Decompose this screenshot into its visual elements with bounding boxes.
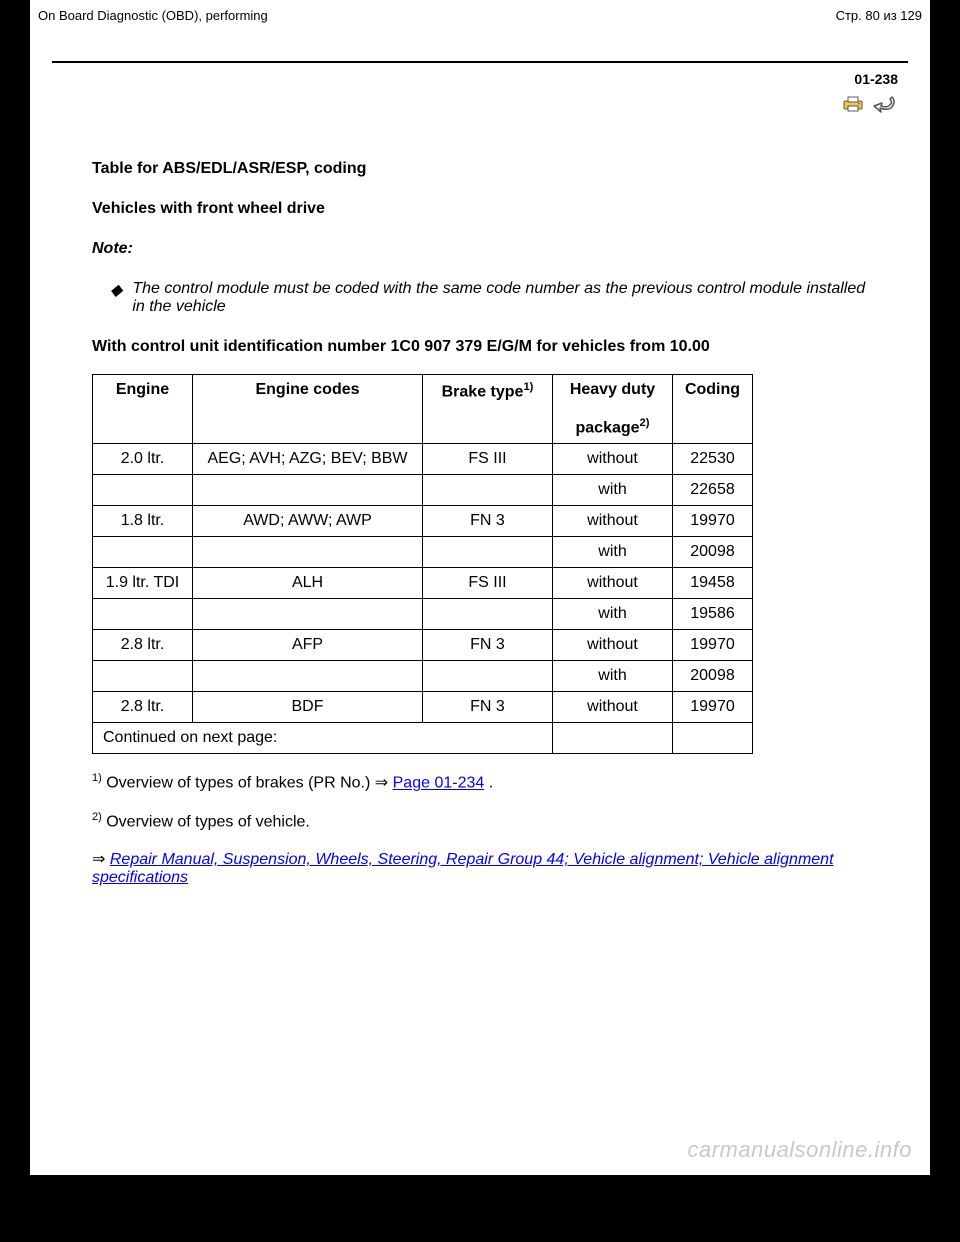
col-brake-type: Brake type1)	[423, 375, 553, 444]
repair-manual-reference: ⇒ Repair Manual, Suspension, Wheels, Ste…	[92, 849, 868, 887]
table-row: with20098	[93, 537, 753, 568]
watermark: carmanualsonline.info	[687, 1137, 912, 1163]
diamond-bullet-icon: ◆	[110, 280, 132, 316]
col-engine: Engine	[93, 375, 193, 444]
page-header: On Board Diagnostic (OBD), performing Ст…	[32, 8, 928, 23]
table-continued-row: Continued on next page:	[93, 723, 753, 754]
note-list: ◆ The control module must be coded with …	[110, 280, 868, 316]
table-row: with22658	[93, 475, 753, 506]
toolbar-icons	[32, 93, 898, 120]
note-label: Note:	[92, 240, 868, 258]
control-unit-heading: With control unit identification number …	[92, 338, 868, 356]
col-coding: Coding	[673, 375, 753, 444]
table-title: Table for ABS/EDL/ASR/ESP, coding	[92, 160, 868, 178]
document-content: Table for ABS/EDL/ASR/ESP, coding Vehicl…	[32, 120, 928, 887]
header-divider	[52, 61, 908, 63]
vehicle-subtitle: Vehicles with front wheel drive	[92, 200, 868, 218]
table-body: 2.0 ltr.AEG; AVH; AZG; BEV; BBWFS IIIwit…	[93, 444, 753, 754]
note-text: The control module must be coded with th…	[132, 280, 868, 316]
footnote-1: 1) Overview of types of brakes (PR No.) …	[92, 772, 868, 792]
footnote-2: 2) Overview of types of vehicle.	[92, 811, 868, 831]
table-row: with20098	[93, 661, 753, 692]
back-arrow-icon[interactable]	[872, 93, 898, 120]
table-header-row: Engine Engine codes Brake type1) Heavy d…	[93, 375, 753, 444]
document-page: On Board Diagnostic (OBD), performing Ст…	[30, 0, 930, 1175]
table-row: 2.8 ltr.AFPFN 3without19970	[93, 630, 753, 661]
table-row: 2.8 ltr.BDFFN 3without19970	[93, 692, 753, 723]
header-title: On Board Diagnostic (OBD), performing	[38, 8, 268, 23]
table-row: with19586	[93, 599, 753, 630]
page-link[interactable]: Page 01-234	[393, 775, 485, 792]
printer-icon[interactable]	[842, 95, 864, 118]
col-heavy-duty: Heavy duty package2)	[553, 375, 673, 444]
section-number: 01-238	[32, 71, 898, 87]
col-engine-codes: Engine codes	[193, 375, 423, 444]
header-page-count: Стр. 80 из 129	[836, 8, 922, 23]
table-row: 1.8 ltr.AWD; AWW; AWPFN 3without19970	[93, 506, 753, 537]
table-row: 1.9 ltr. TDIALHFS IIIwithout19458	[93, 568, 753, 599]
coding-table: Engine Engine codes Brake type1) Heavy d…	[92, 374, 753, 754]
table-row: 2.0 ltr.AEG; AVH; AZG; BEV; BBWFS IIIwit…	[93, 444, 753, 475]
repair-manual-link[interactable]: Repair Manual, Suspension, Wheels, Steer…	[92, 851, 834, 886]
